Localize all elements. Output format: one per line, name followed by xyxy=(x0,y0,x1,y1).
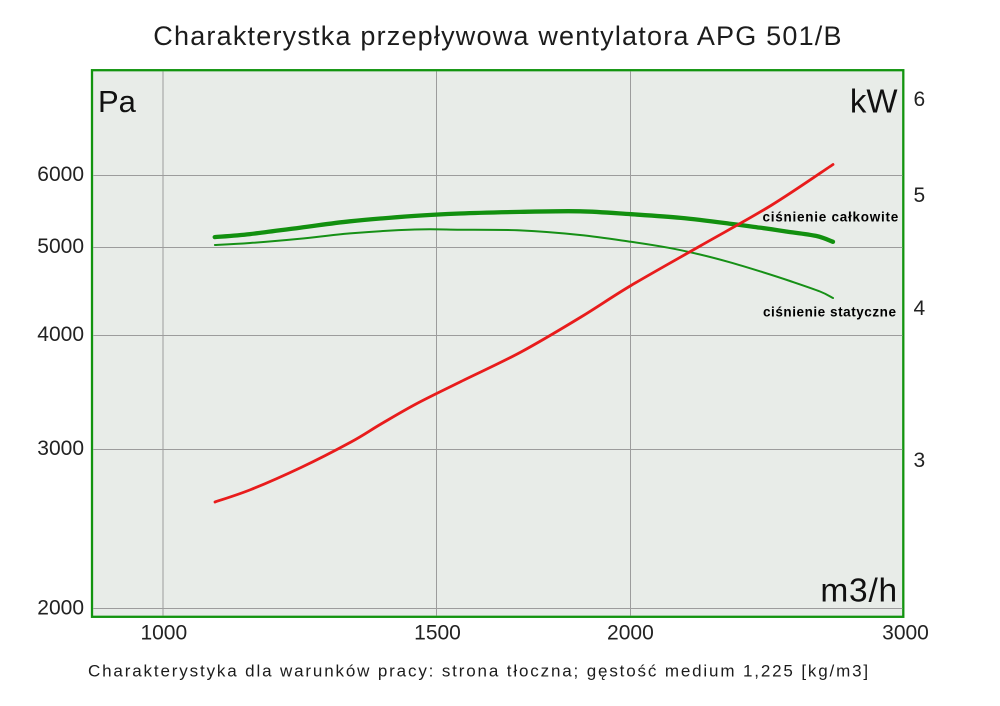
svg-text:3000: 3000 xyxy=(882,622,929,645)
svg-text:3000: 3000 xyxy=(37,437,84,460)
svg-text:Charakterystka przepływowa wen: Charakterystka przepływowa wentylatora A… xyxy=(153,21,842,51)
svg-text:2000: 2000 xyxy=(607,622,654,645)
svg-text:6: 6 xyxy=(914,88,926,111)
svg-text:1500: 1500 xyxy=(414,622,461,645)
svg-text:4000: 4000 xyxy=(37,323,84,346)
svg-text:3: 3 xyxy=(914,449,926,472)
svg-text:4: 4 xyxy=(914,297,926,320)
svg-text:1000: 1000 xyxy=(140,622,187,645)
svg-text:kW: kW xyxy=(850,83,899,120)
svg-text:2000: 2000 xyxy=(37,597,84,620)
svg-text:5000: 5000 xyxy=(37,235,84,258)
svg-text:ciśnienie statyczne: ciśnienie statyczne xyxy=(763,305,897,320)
svg-text:Charakterystyka dla warunków p: Charakterystyka dla warunków pracy: stro… xyxy=(88,662,870,681)
svg-text:m3/h: m3/h xyxy=(820,573,898,610)
svg-text:5: 5 xyxy=(914,184,926,207)
svg-text:6000: 6000 xyxy=(37,163,84,186)
svg-text:Pa: Pa xyxy=(98,84,137,119)
svg-text:ciśnienie całkowite: ciśnienie całkowite xyxy=(763,210,900,225)
